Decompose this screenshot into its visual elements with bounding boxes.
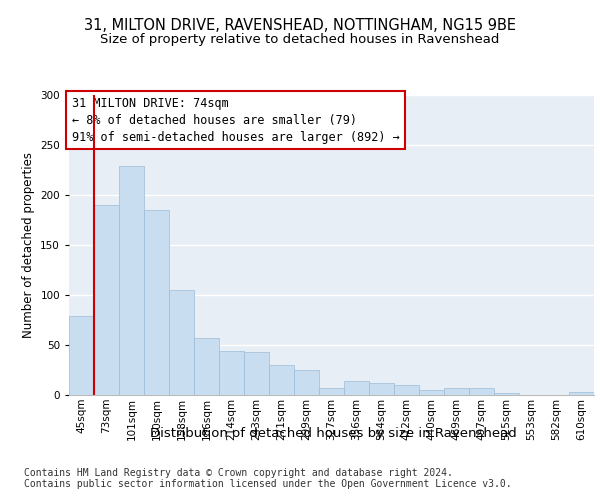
Bar bbox=[194, 338, 219, 395]
Bar bbox=[319, 388, 344, 395]
Bar bbox=[469, 388, 494, 395]
Bar bbox=[269, 365, 294, 395]
Bar bbox=[394, 385, 419, 395]
Bar bbox=[294, 370, 319, 395]
Bar bbox=[144, 210, 169, 395]
Bar bbox=[569, 392, 594, 395]
Text: Size of property relative to detached houses in Ravenshead: Size of property relative to detached ho… bbox=[100, 32, 500, 46]
Text: Distribution of detached houses by size in Ravenshead: Distribution of detached houses by size … bbox=[149, 428, 517, 440]
Bar bbox=[94, 205, 119, 395]
Bar bbox=[369, 383, 394, 395]
Bar bbox=[119, 166, 144, 395]
Text: 31 MILTON DRIVE: 74sqm
← 8% of detached houses are smaller (79)
91% of semi-deta: 31 MILTON DRIVE: 74sqm ← 8% of detached … bbox=[71, 96, 400, 144]
Bar bbox=[69, 316, 94, 395]
Bar bbox=[219, 351, 244, 395]
Bar bbox=[244, 352, 269, 395]
Bar bbox=[444, 388, 469, 395]
Bar bbox=[494, 393, 519, 395]
Text: Contains HM Land Registry data © Crown copyright and database right 2024.
Contai: Contains HM Land Registry data © Crown c… bbox=[24, 468, 512, 489]
Bar bbox=[419, 390, 444, 395]
Bar bbox=[169, 290, 194, 395]
Bar bbox=[344, 381, 369, 395]
Text: 31, MILTON DRIVE, RAVENSHEAD, NOTTINGHAM, NG15 9BE: 31, MILTON DRIVE, RAVENSHEAD, NOTTINGHAM… bbox=[84, 18, 516, 32]
Y-axis label: Number of detached properties: Number of detached properties bbox=[22, 152, 35, 338]
